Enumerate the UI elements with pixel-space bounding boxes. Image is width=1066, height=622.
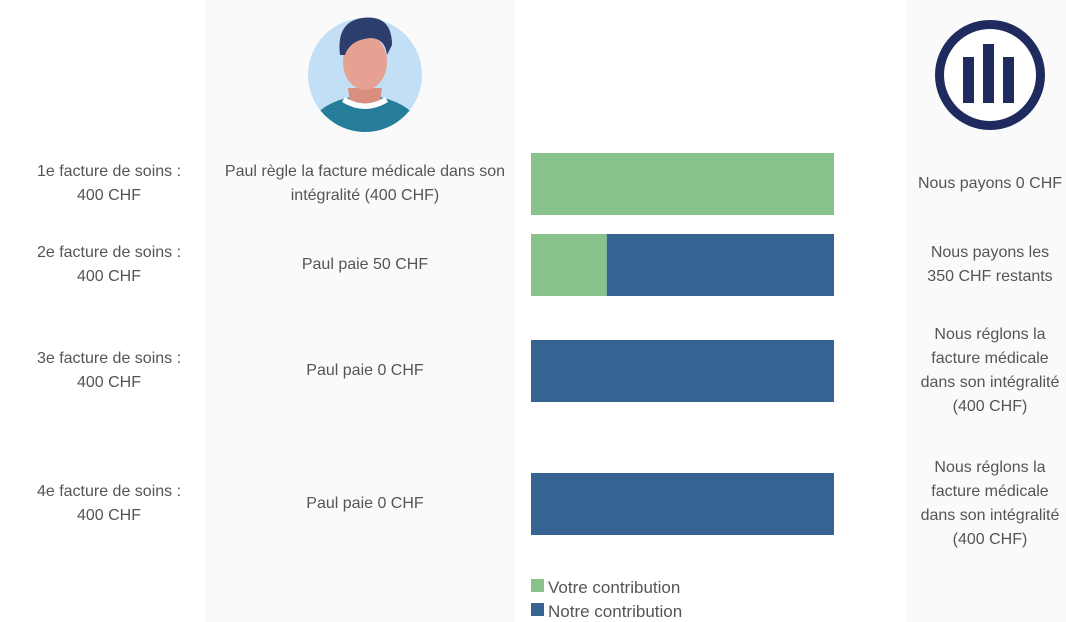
legend-label: Notre contribution xyxy=(548,602,682,622)
bar-segment xyxy=(531,153,834,215)
legend-swatch xyxy=(531,579,544,592)
legend-swatch xyxy=(531,603,544,616)
legend-item: Notre contribution xyxy=(531,602,682,622)
paul-text: Paul paie 50 CHF xyxy=(215,226,515,304)
paul-text: Paul règle la facture médicale dans son … xyxy=(215,145,515,223)
logo xyxy=(935,20,1045,130)
avatar xyxy=(305,18,425,140)
paul-text: Paul paie 0 CHF xyxy=(215,309,515,433)
bill-label: 2e facture de soins : 400 CHF xyxy=(15,226,203,304)
page: 1e facture de soins : 400 CHFPaul règle … xyxy=(0,0,1066,622)
insurer-text: Nous payons les 350 CHF restants xyxy=(912,226,1066,304)
bar-segment xyxy=(531,234,607,296)
legend-label: Votre contribution xyxy=(548,578,680,598)
legend-item: Votre contribution xyxy=(531,578,680,598)
bill-label: 1e facture de soins : 400 CHF xyxy=(15,145,203,223)
bill-label: 4e facture de soins : 400 CHF xyxy=(15,442,203,566)
insurer-text: Nous réglons la facture médicale dans so… xyxy=(912,309,1066,433)
bar-segment xyxy=(531,473,834,535)
paul-text: Paul paie 0 CHF xyxy=(215,442,515,566)
bill-label: 3e facture de soins : 400 CHF xyxy=(15,309,203,433)
insurer-text: Nous payons 0 CHF xyxy=(912,145,1066,223)
bar-segment xyxy=(531,340,834,402)
insurer-text: Nous réglons la facture médicale dans so… xyxy=(912,442,1066,566)
bar-segment xyxy=(607,234,834,296)
